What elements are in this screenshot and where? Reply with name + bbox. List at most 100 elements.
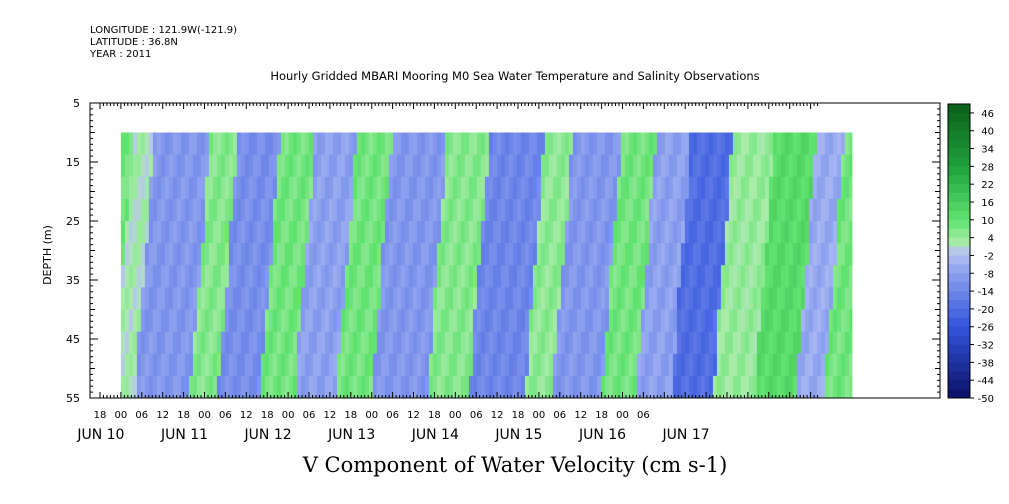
heatmap-cell <box>544 243 550 266</box>
heatmap-cell <box>312 243 318 266</box>
heatmap-cell <box>812 309 818 333</box>
heatmap-cell <box>620 287 626 310</box>
heatmap-cell <box>592 353 598 377</box>
heatmap-cell <box>340 221 346 244</box>
heatmap-cell <box>784 198 790 222</box>
heatmap-cell <box>360 176 366 200</box>
heatmap-cell <box>688 221 694 244</box>
heatmap-cell <box>380 265 386 288</box>
heatmap-cell <box>732 353 738 377</box>
heatmap-cell <box>600 353 606 377</box>
heatmap-cell <box>424 265 430 288</box>
heatmap-cell <box>276 132 282 156</box>
heatmap-cell <box>516 154 522 178</box>
heatmap-cell <box>156 353 162 377</box>
heatmap-cell <box>796 309 802 333</box>
heatmap-cell <box>196 375 202 399</box>
x-hour-tick-label: 12 <box>491 410 504 421</box>
heatmap-cell <box>152 309 158 333</box>
heatmap-cell <box>520 176 526 200</box>
heatmap-cell <box>480 375 486 399</box>
heatmap-cell <box>588 176 594 200</box>
heatmap-cell <box>440 198 446 222</box>
heatmap-cell <box>124 375 130 399</box>
heatmap-cell <box>200 353 206 377</box>
heatmap-cell <box>544 309 550 333</box>
heatmap-cell <box>292 243 298 266</box>
heatmap-cell <box>636 198 642 222</box>
heatmap-cell <box>156 375 162 399</box>
heatmap-cell <box>844 353 850 377</box>
heatmap-cells <box>120 132 853 399</box>
heatmap-cell <box>132 154 138 178</box>
heatmap-cell <box>568 265 574 288</box>
heatmap-cell <box>816 221 822 244</box>
heatmap-cell <box>440 353 446 377</box>
heatmap-cell <box>208 353 214 377</box>
heatmap-cell <box>828 198 834 222</box>
heatmap-cell <box>228 243 234 266</box>
heatmap-cell <box>784 287 790 310</box>
x-hour-tick-label: 12 <box>324 410 337 421</box>
heatmap-cell <box>232 309 238 333</box>
heatmap-cell <box>120 331 126 355</box>
heatmap-cell <box>256 375 262 399</box>
heatmap-cell <box>592 243 598 266</box>
heatmap-cell <box>240 331 246 355</box>
heatmap-cell <box>688 331 694 355</box>
heatmap-cell <box>728 353 734 377</box>
heatmap-cell <box>420 243 426 266</box>
heatmap-cell <box>332 287 338 310</box>
heatmap-cell <box>580 176 586 200</box>
heatmap-cell <box>696 265 702 288</box>
heatmap-cell <box>484 243 490 266</box>
heatmap-cell <box>624 331 630 355</box>
heatmap-cell <box>220 198 226 222</box>
heatmap-cell <box>276 221 282 244</box>
heatmap-cell <box>796 132 802 156</box>
heatmap-cell <box>224 375 230 399</box>
heatmap-cell <box>188 353 194 377</box>
heatmap-cell <box>416 154 422 178</box>
heatmap-cell <box>208 176 214 200</box>
heatmap-cell <box>832 176 838 200</box>
heatmap-cell <box>276 353 282 377</box>
heatmap-cell <box>796 331 802 355</box>
x-hour-tick-label: 18 <box>512 410 525 421</box>
heatmap-cell <box>288 221 294 244</box>
heatmap-cell <box>196 243 202 266</box>
heatmap-cell <box>604 198 610 222</box>
heatmap-cell <box>148 375 154 399</box>
heatmap-cell <box>236 221 242 244</box>
heatmap-cell <box>352 243 358 266</box>
heatmap-cell <box>660 198 666 222</box>
heatmap-cell <box>488 198 494 222</box>
heatmap-cell <box>712 309 718 333</box>
heatmap-cell <box>748 265 754 288</box>
heatmap-cell <box>676 243 682 266</box>
heatmap-cell <box>344 353 350 377</box>
heatmap-cell <box>668 198 674 222</box>
heatmap-cell <box>740 287 746 310</box>
heatmap-cell <box>324 265 330 288</box>
heatmap-cell <box>696 353 702 377</box>
heatmap-cell <box>320 265 326 288</box>
heatmap-cell <box>244 198 250 222</box>
heatmap-cell <box>396 243 402 266</box>
heatmap-cell <box>524 265 530 288</box>
heatmap-cell <box>516 132 522 156</box>
heatmap-cell <box>732 309 738 333</box>
heatmap-cell <box>336 221 342 244</box>
heatmap-cell <box>236 154 242 178</box>
heatmap-cell <box>292 198 298 222</box>
heatmap-cell <box>640 154 646 178</box>
heatmap-cell <box>652 287 658 310</box>
heatmap-cell <box>500 132 506 156</box>
heatmap-cell <box>568 375 574 399</box>
heatmap-cell <box>652 375 658 399</box>
heatmap-cell <box>440 309 446 333</box>
heatmap-cell <box>812 176 818 200</box>
heatmap-cell <box>432 331 438 355</box>
heatmap-cell <box>144 243 150 266</box>
heatmap-cell <box>616 176 622 200</box>
